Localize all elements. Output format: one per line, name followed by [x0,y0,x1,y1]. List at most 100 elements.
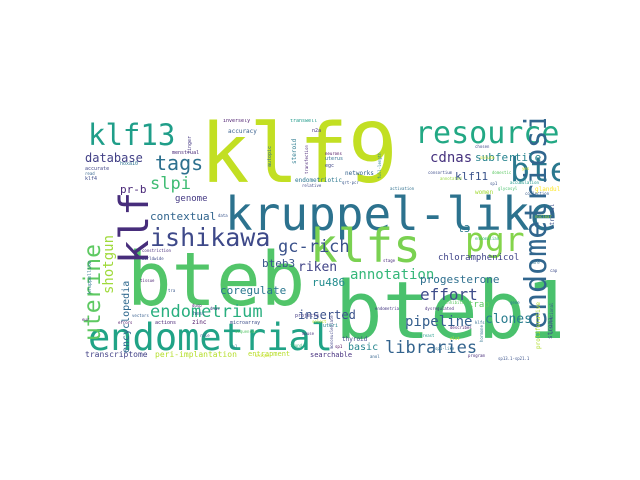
cloud-word: subfertile [475,151,542,164]
cloud-word: vectors [132,313,149,318]
cloud-word: bteb [127,237,306,323]
cloud-word: autopic [267,145,273,167]
cloud-word: women [475,189,494,196]
cloud-word: thyroid [342,336,368,343]
cloud-word: peri-implantation [155,350,237,359]
cloud-word: select [312,319,327,324]
cloud-word: elut [450,336,460,341]
cloud-word: describes [450,325,472,330]
cloud-word: bte [510,150,560,189]
cloud-word: cdnas [430,150,473,166]
cloud-word: sp1 [335,344,343,349]
cloud-word: accuracy [228,128,257,135]
cloud-word: uteri [323,323,339,329]
cloud-word: dnas [210,306,220,311]
cloud-word: consortium [428,170,453,175]
cloud-word: dysregulated [425,306,454,311]
cloud-word: accumulation [510,180,539,185]
cloud-word: tra [168,288,176,293]
cloud-word: microarray [230,320,261,326]
cloud-word: klfs [310,219,421,273]
cloud-word: cap [550,268,558,273]
cloud-word: kruppel-like [225,187,558,241]
cloud-word: bteb1 [335,265,560,357]
cloud-word: worldwide [142,256,164,261]
cloud-word: n2a [312,128,322,134]
cloud-word: constriction [142,248,171,253]
cloud-word: contextual [150,210,217,223]
cloud-word: domestic [492,170,512,175]
cloud-word: ishikawa [150,223,271,252]
cloud-word: libraries [385,338,478,358]
cloud-word: solute [480,155,495,160]
cloud-word: role [200,333,210,338]
cloud-word: slpi [150,174,191,194]
cloud-word: accurate [85,166,110,172]
cloud-word: transcriptome [85,350,148,359]
cloud-word: chloramphenicol [438,253,520,263]
cloud-word: chosen [475,144,490,149]
cloud-word: clones [485,312,532,327]
cloud-word: annotation [350,267,435,283]
cloud-word: endometria [375,306,400,311]
cloud-word: actions [155,320,177,326]
cloud-word: anol [370,354,380,359]
cloud-word: resource [415,119,560,151]
cloud-word: eur [82,317,90,322]
cloud-word: hormone [479,325,484,342]
cloud-word: sp13.1-sp21.1 [498,356,530,361]
cloud-word: steroid [291,138,298,164]
cloud-word: yes [522,166,530,171]
cloud-word: shotgun [101,234,117,294]
cloud-word: proliferative [535,302,542,349]
cloud-word: projects [295,313,320,319]
cloud-word: genome [175,194,208,204]
cloud-word: coregulate [220,284,287,297]
cloud-word: ru486 [312,276,346,289]
cloud-word: networks [345,170,374,177]
cloud-word: progesterone [420,273,500,286]
cloud-word: international [549,302,554,334]
cloud-word: klf11 [455,170,489,183]
cloud-word: mononucleolate [329,315,334,349]
cloud-word: endometriotic [295,177,342,184]
cloud-word: qrt-pcr [342,180,359,185]
cloud-word: finger [187,135,193,154]
cloud-word: rare [530,260,540,265]
cloud-word: pr-b [120,183,147,196]
cloud-word: transfection [304,145,309,174]
cloud-word: encyclopedia [121,280,132,353]
cloud-word: tissue [140,278,155,283]
cloud-word: tags [155,151,204,175]
cloud-word: basic [348,342,379,353]
cloud-word: activation [390,186,415,191]
cloud-word: egc [325,163,335,169]
word-cloud: klf9 bteb1 bteb kruppel-like klfs endome… [80,119,560,361]
cloud-word: dusp [192,303,202,308]
cloud-word: kruppellike [87,260,93,294]
cloud-word: trap [468,300,490,310]
cloud-word: uterus [325,156,344,162]
cloud-word: sequences [235,329,257,334]
cloud-word: gene [510,300,520,305]
cloud-word: breast [420,333,435,338]
cloud-word: searchable [310,351,353,359]
cloud-word: sp1 [230,344,238,349]
cloud-word: klfs [475,320,485,325]
cloud-word: inserted [298,308,356,322]
cloud-word: klf [112,191,158,264]
cloud-word: endometrium [150,302,263,322]
cloud-word: sp1-like [435,346,455,351]
cloud-word: t3 [458,224,471,235]
cloud-word: neurons [325,151,342,156]
cloud-word: found [290,343,303,348]
cloud-word: inversely [223,119,251,124]
cloud-word: zinc [192,319,207,326]
cloud-word: bteb3 [262,257,296,270]
cloud-word: collection [525,191,550,196]
cloud-word: nuclear [535,214,552,219]
cloud-word: stage [383,258,396,263]
cloud-word: full-length [377,152,382,180]
cloud-word: hoxa10 [120,161,139,167]
cloud-word: klf13 [88,119,176,152]
